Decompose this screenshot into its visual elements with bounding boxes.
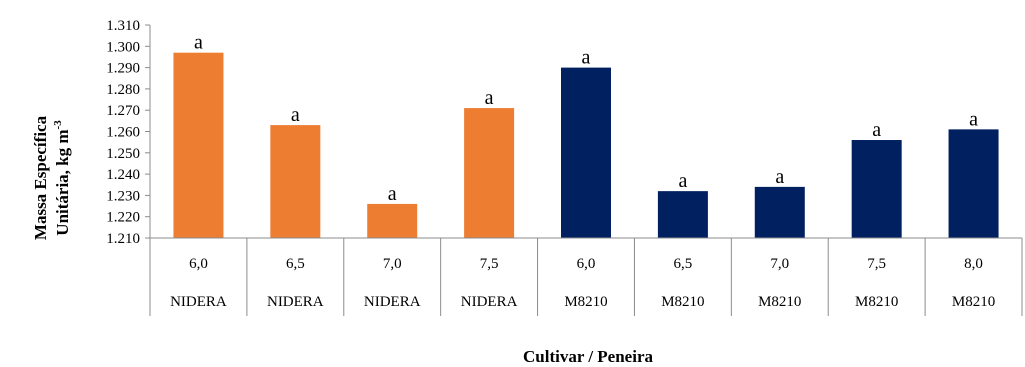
x-tick-label-peneira: 7,5: [867, 256, 886, 272]
y-axis-title-line2-base: Unitária, kg m: [53, 129, 72, 235]
y-axis-title-unit-exponent: -3: [52, 120, 64, 130]
x-tick-label-cultivar: NIDERA: [461, 294, 518, 310]
bar-data-label: a: [194, 32, 203, 54]
x-tick-label-peneira: 8,0: [964, 256, 983, 272]
y-tick-label: 1.260: [106, 125, 140, 141]
x-tick-label-cultivar: M8210: [855, 294, 898, 310]
x-tick-label-cultivar: NIDERA: [267, 294, 324, 310]
bar: [270, 125, 321, 238]
y-axis-title-line2: Unitária, kg m-3: [52, 120, 72, 236]
x-tick-label-cultivar: M8210: [564, 294, 607, 310]
bar: [367, 203, 418, 238]
bar: [464, 108, 515, 238]
y-tick-label: 1.290: [106, 61, 140, 77]
x-tick-label-peneira: 6,5: [286, 256, 305, 272]
x-tick-label-peneira: 6,5: [674, 256, 693, 272]
bar: [657, 191, 708, 238]
x-tick-label-peneira: 7,5: [480, 256, 499, 272]
y-tick-label: 1.310: [106, 18, 140, 34]
y-tick-label: 1.220: [106, 210, 140, 226]
x-tick-label-peneira: 6,0: [577, 256, 596, 272]
bar: [754, 186, 805, 238]
bar-data-label: a: [388, 183, 397, 205]
x-axis: [149, 237, 1023, 316]
bar-data-label: a: [678, 170, 687, 192]
y-axis-title-line1: Massa Específica: [31, 115, 50, 240]
x-tick-label-cultivar: M8210: [758, 294, 801, 310]
bar-data-label: a: [291, 104, 300, 126]
x-tick-label-peneira: 7,0: [770, 256, 789, 272]
category-labels: 6,0 NIDERA 6,5 NIDERA 7,0 NIDERA 7,5 NIDERA 6,0 M…: [170, 256, 995, 310]
bar: [173, 52, 224, 238]
y-tick-label: 1.270: [106, 103, 140, 119]
x-tick-label-cultivar: NIDERA: [170, 294, 227, 310]
bar-data-label: a: [485, 87, 494, 109]
x-tick-label-peneira: 7,0: [383, 256, 402, 272]
x-tick-label-peneira: 6,0: [189, 256, 208, 272]
x-tick-label-cultivar: M8210: [661, 294, 704, 310]
bar-data-label: a: [969, 108, 978, 130]
x-tick-label-cultivar: M8210: [952, 294, 995, 310]
y-tick-label: 1.230: [106, 188, 140, 204]
x-axis-title: Cultivar / Peneira: [523, 347, 653, 366]
bars: [173, 52, 999, 238]
bar: [948, 129, 999, 238]
bar-data-label: a: [775, 166, 784, 188]
x-tick-label-cultivar: NIDERA: [364, 294, 421, 310]
y-tick-label: 1.300: [106, 39, 140, 55]
y-tick-label: 1.250: [106, 146, 140, 162]
y-tick-label: 1.240: [106, 167, 140, 183]
bar: [561, 67, 611, 238]
y-axis-ticks: 1.210 1.220 1.230 1.240 1.250 1.260 1.270 1.280…: [106, 18, 151, 247]
y-tick-label: 1.210: [106, 231, 140, 247]
data-labels: a a a a a a a a a: [194, 32, 978, 205]
bar-data-label: a: [872, 119, 881, 141]
bar-data-label: a: [582, 47, 591, 69]
bar: [851, 140, 902, 238]
y-axis-title: Massa Específica Unitária, kg m-3: [31, 115, 72, 240]
y-tick-label: 1.280: [106, 82, 140, 98]
